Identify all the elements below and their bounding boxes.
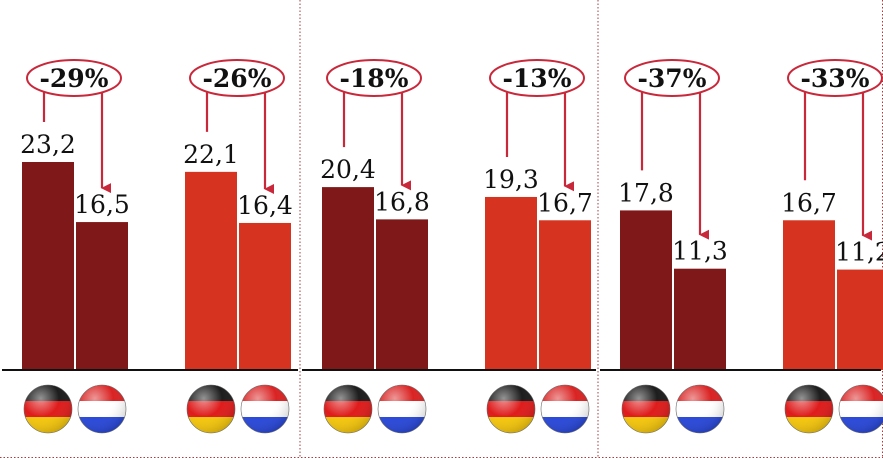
bar bbox=[674, 268, 726, 370]
bar bbox=[22, 162, 74, 370]
bar bbox=[837, 269, 883, 370]
netherlands-flag-icon bbox=[675, 384, 725, 434]
germany-flag-icon bbox=[23, 384, 73, 434]
data-label: 16,4 bbox=[237, 191, 293, 220]
change-badge bbox=[787, 59, 883, 97]
data-label: 16,5 bbox=[74, 190, 130, 219]
bar bbox=[539, 220, 591, 370]
change-label: -13% bbox=[503, 64, 572, 93]
germany-flag-icon bbox=[621, 384, 671, 434]
data-label: 16,8 bbox=[374, 187, 430, 216]
bar bbox=[783, 220, 835, 370]
data-label: 16,7 bbox=[781, 188, 837, 217]
germany-flag-icon bbox=[186, 384, 236, 434]
change-label: -18% bbox=[340, 64, 409, 93]
change-badge bbox=[326, 59, 422, 97]
bar bbox=[76, 222, 128, 370]
change-badge bbox=[26, 59, 122, 97]
bar bbox=[185, 171, 237, 370]
bar bbox=[322, 187, 374, 370]
bar bbox=[376, 219, 428, 370]
change-label: -33% bbox=[801, 64, 870, 93]
netherlands-flag-icon bbox=[240, 384, 290, 434]
bar bbox=[239, 222, 291, 370]
change-badge bbox=[489, 59, 585, 97]
germany-flag-icon bbox=[323, 384, 373, 434]
data-label: 11,2 bbox=[835, 238, 883, 267]
bar bbox=[620, 210, 672, 370]
change-label: -26% bbox=[203, 64, 272, 93]
netherlands-flag-icon bbox=[377, 384, 427, 434]
netherlands-flag-icon bbox=[77, 384, 127, 434]
change-badge bbox=[189, 59, 285, 97]
bar bbox=[485, 196, 537, 370]
change-label: -37% bbox=[638, 64, 707, 93]
germany-flag-icon bbox=[784, 384, 834, 434]
data-label: 11,3 bbox=[672, 237, 728, 266]
data-label: 19,3 bbox=[483, 165, 539, 194]
data-label: 17,8 bbox=[618, 178, 674, 207]
data-label: 22,1 bbox=[183, 140, 239, 169]
change-label: -29% bbox=[40, 64, 109, 93]
data-label: 16,7 bbox=[537, 188, 593, 217]
change-badge bbox=[624, 59, 720, 97]
data-label: 20,4 bbox=[320, 155, 376, 184]
germany-flag-icon bbox=[486, 384, 536, 434]
netherlands-flag-icon bbox=[838, 384, 883, 434]
netherlands-flag-icon bbox=[540, 384, 590, 434]
data-label: 23,2 bbox=[20, 130, 76, 159]
